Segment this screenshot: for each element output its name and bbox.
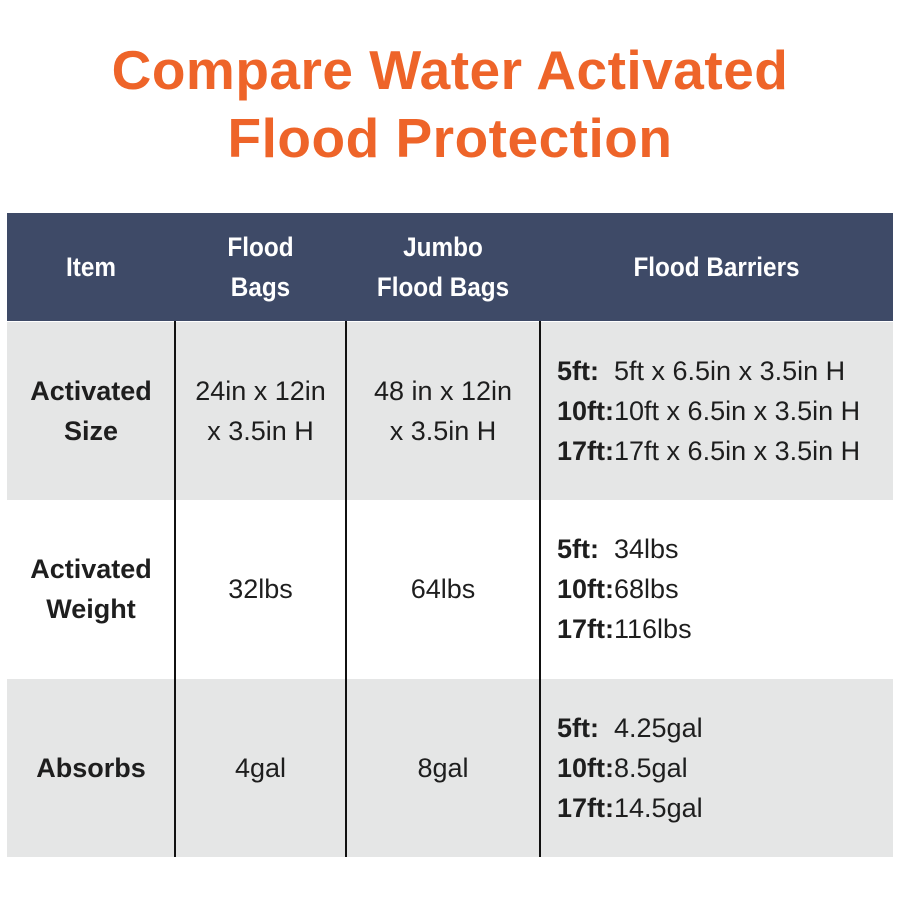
barrier-line: 5ft: 34lbs (557, 529, 692, 569)
row-label-line2: Weight (46, 594, 136, 624)
header-flood-bags: Flood Bags (184, 213, 338, 321)
jumbo-value-line2: x 3.5in H (389, 416, 497, 446)
barrier-size-key: 10ft: (557, 396, 615, 426)
row-label: Absorbs (7, 679, 175, 857)
barrier-line: 17ft: 17ft x 6.5in x 3.5in H (557, 431, 860, 471)
header-flood-bags-line2: Bags (230, 272, 291, 302)
barrier-size-key: 5ft: (557, 356, 599, 386)
row-label-line1: Activated (30, 554, 152, 584)
header-flood-barriers-label: Flood Barriers (633, 252, 800, 282)
column-divider (345, 321, 347, 857)
barrier-size-value: 5ft x 6.5in x 3.5in H (614, 356, 846, 386)
barriers-value: 5ft: 4.25gal 10ft: 8.5gal 17ft: 14.5gal (540, 679, 893, 857)
barrier-line: 17ft: 14.5gal (557, 788, 703, 828)
table-header: Item Flood Bags Jumbo Flood Bags Flood B… (7, 213, 893, 321)
table-row-absorbs: Absorbs 4gal 8gal 5ft: 4.25gal 10ft: 8.5… (7, 679, 893, 857)
jumbo-value-line1: 8gal (417, 753, 469, 783)
flood-bags-value-line1: 4gal (234, 753, 287, 783)
barrier-absorb-value: 4.25gal (614, 713, 703, 743)
barrier-weight-value: 34lbs (614, 534, 679, 564)
barrier-size-key: 10ft: (557, 753, 615, 783)
jumbo-value-line1: 48 in x 12in (373, 376, 513, 406)
barrier-size-key: 17ft: (557, 436, 615, 466)
header-item: Item (15, 213, 166, 321)
header-jumbo-line2: Flood Bags (376, 272, 510, 302)
row-label-line1: Absorbs (36, 753, 146, 783)
column-divider (539, 321, 541, 857)
header-jumbo-line1: Jumbo (403, 232, 483, 262)
header-flood-barriers: Flood Barriers (558, 213, 876, 321)
barrier-weight-value: 68lbs (614, 574, 679, 604)
barrier-absorb-value: 8.5gal (614, 753, 688, 783)
row-label-line2: Size (63, 416, 118, 446)
flood-bags-value-line1: 24in x 12in (195, 376, 326, 406)
title-line-2: Flood Protection (227, 107, 673, 169)
barrier-size-value: 10ft x 6.5in x 3.5in H (614, 396, 861, 426)
barrier-size-key: 5ft: (557, 713, 599, 743)
barrier-size-key: 10ft: (557, 574, 615, 604)
jumbo-value-line1: 64lbs (410, 574, 476, 604)
barrier-size-value: 17ft x 6.5in x 3.5in H (614, 436, 861, 466)
barrier-size-key: 5ft: (557, 534, 599, 564)
table-row-activated-weight: Activated Weight 32lbs 64lbs 5ft: 34lbs … (7, 500, 893, 678)
row-label: Activated Weight (7, 500, 175, 678)
barrier-absorb-value: 14.5gal (614, 793, 703, 823)
barriers-value: 5ft: 34lbs 10ft: 68lbs 17ft: 116lbs (540, 500, 893, 678)
row-label-line1: Activated (30, 376, 152, 406)
flood-bags-value: 24in x 12in x 3.5in H (175, 322, 346, 500)
column-divider (174, 321, 176, 857)
comparison-table: Item Flood Bags Jumbo Flood Bags Flood B… (7, 213, 893, 857)
barriers-value: 5ft: 5ft x 6.5in x 3.5in H 10ft: 10ft x … (540, 322, 893, 500)
barrier-line: 5ft: 4.25gal (557, 708, 703, 748)
flood-bags-value: 32lbs (175, 500, 346, 678)
flood-bags-value-line2: x 3.5in H (207, 416, 314, 446)
barrier-line: 10ft: 10ft x 6.5in x 3.5in H (557, 391, 860, 431)
row-label: Activated Size (7, 322, 175, 500)
barrier-weight-value: 116lbs (614, 614, 692, 644)
header-item-label: Item (66, 252, 116, 282)
barrier-line: 5ft: 5ft x 6.5in x 3.5in H (557, 351, 860, 391)
barrier-line: 10ft: 68lbs (557, 569, 692, 609)
jumbo-value: 48 in x 12in x 3.5in H (346, 322, 540, 500)
barrier-line: 17ft: 116lbs (557, 609, 692, 649)
jumbo-value: 64lbs (346, 500, 540, 678)
jumbo-value: 8gal (346, 679, 540, 857)
title-line-1: Compare Water Activated (111, 39, 789, 101)
flood-bags-value-line1: 32lbs (228, 574, 293, 604)
header-jumbo-flood-bags: Jumbo Flood Bags (356, 213, 531, 321)
barrier-size-key: 17ft: (557, 793, 615, 823)
barrier-line: 10ft: 8.5gal (557, 748, 703, 788)
flood-bags-value: 4gal (175, 679, 346, 857)
table-row-activated-size: Activated Size 24in x 12in x 3.5in H 48 … (7, 322, 893, 500)
barrier-size-key: 17ft: (557, 614, 615, 644)
header-flood-bags-line1: Flood (227, 232, 294, 262)
page-title: Compare Water Activated Flood Protection (0, 36, 900, 172)
